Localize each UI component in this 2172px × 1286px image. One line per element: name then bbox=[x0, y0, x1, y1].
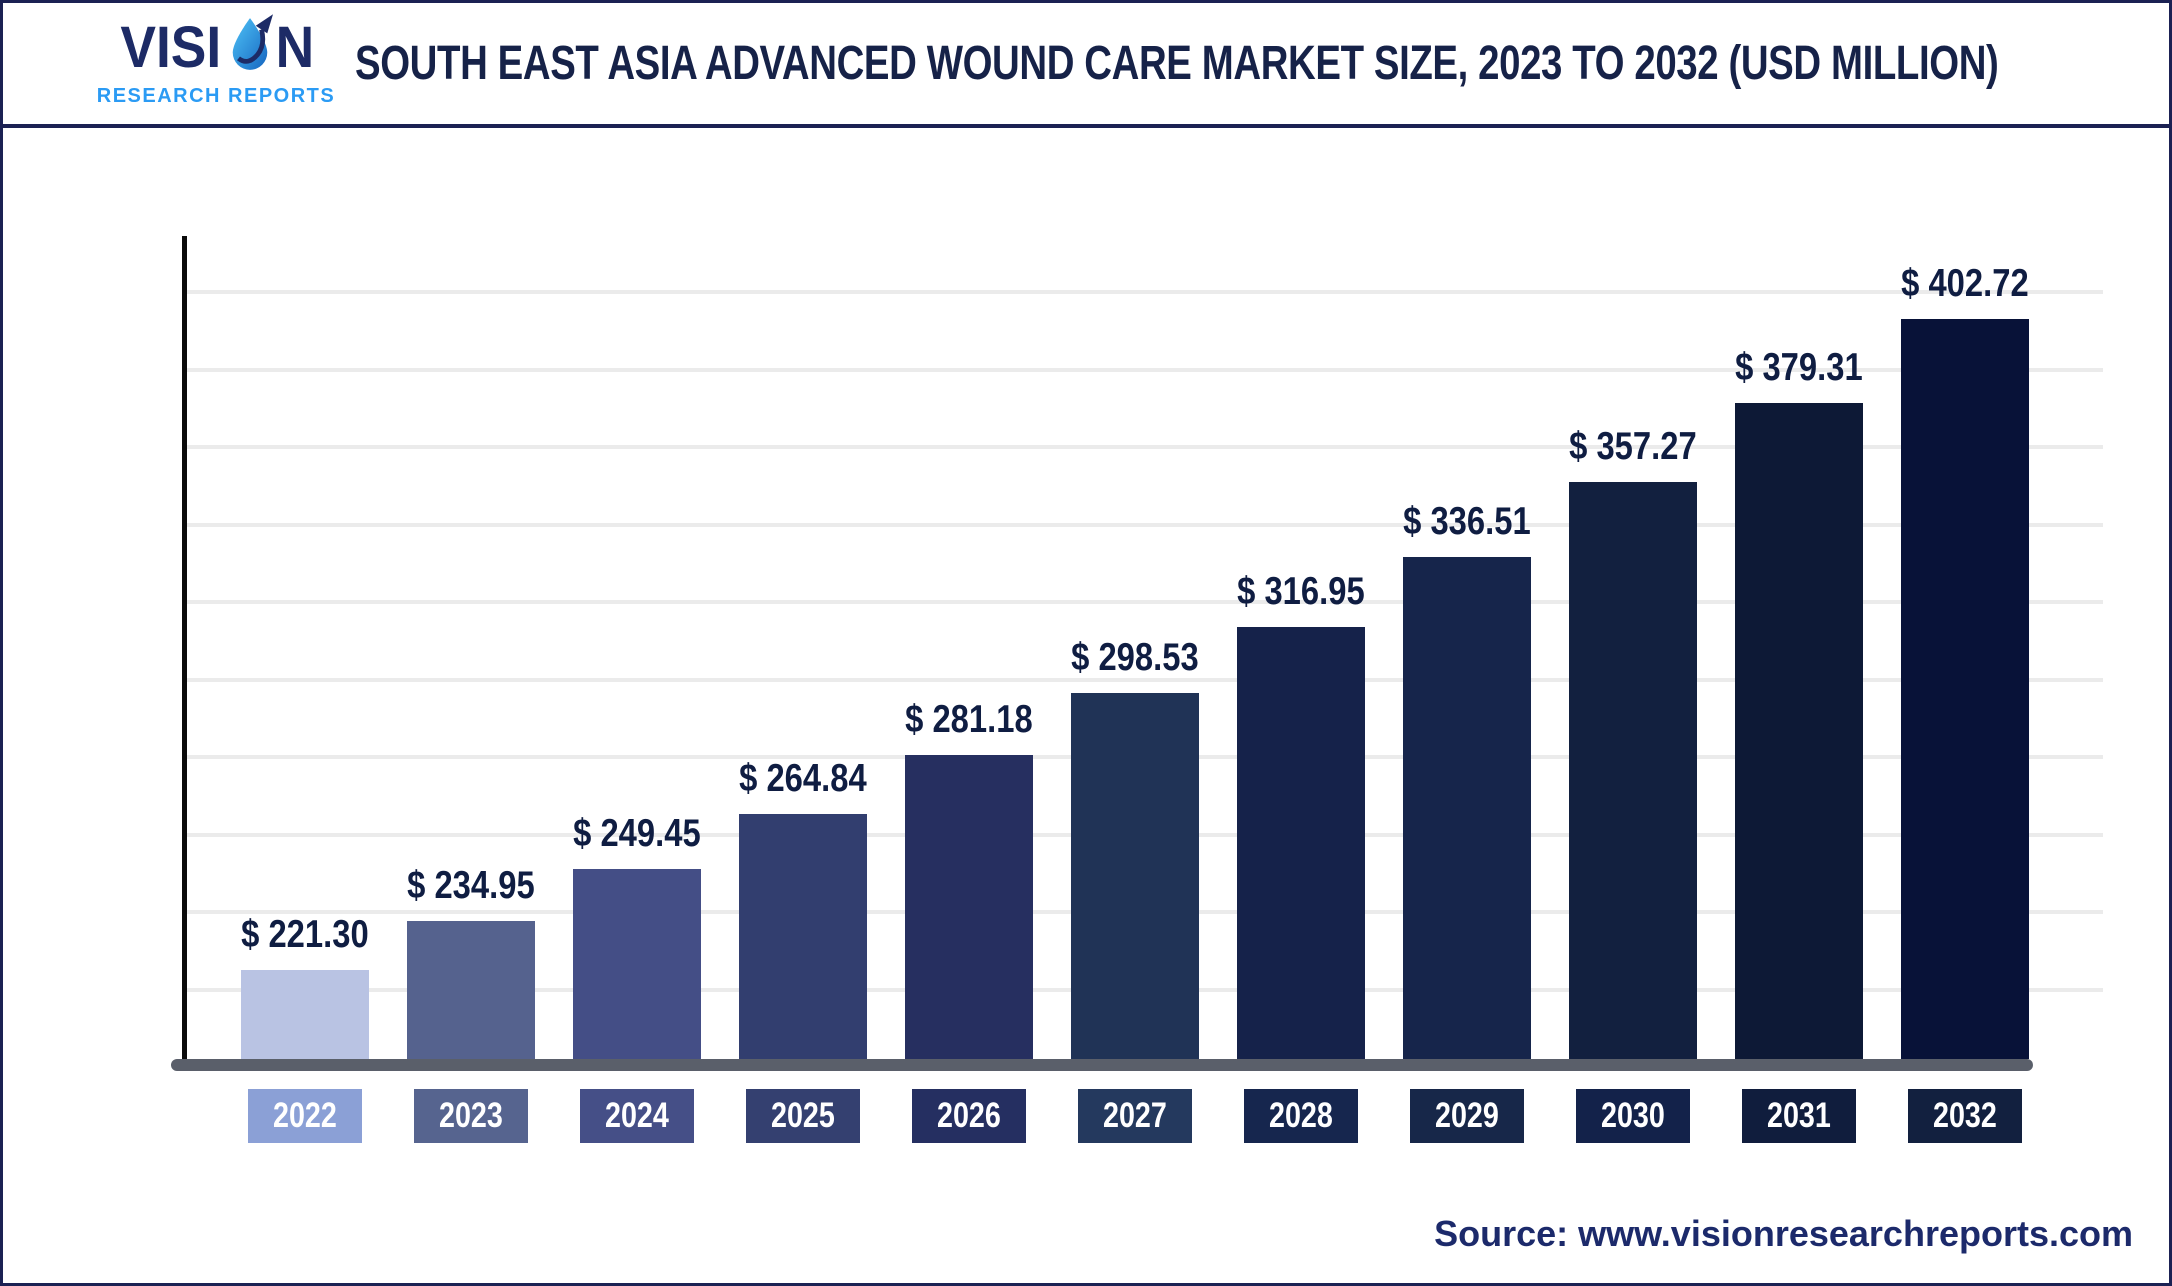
year-box-2032: 2032 bbox=[1908, 1089, 2022, 1143]
year-label: 2031 bbox=[1767, 1096, 1831, 1135]
gridline bbox=[186, 677, 2103, 682]
value-label-text: $ 249.45 bbox=[573, 812, 701, 855]
value-label-2030: $ 357.27 bbox=[1503, 425, 1763, 469]
year-label: 2028 bbox=[1269, 1096, 1333, 1135]
value-label-text: $ 281.18 bbox=[905, 698, 1033, 741]
year-box-2030: 2030 bbox=[1576, 1089, 1690, 1143]
vision-drop-icon bbox=[232, 14, 273, 70]
value-label-2026: $ 281.18 bbox=[839, 698, 1099, 742]
value-label-text: $ 316.95 bbox=[1237, 570, 1365, 613]
bar-2023 bbox=[407, 921, 535, 1059]
year-box-2025: 2025 bbox=[746, 1089, 860, 1143]
year-label: 2023 bbox=[439, 1096, 503, 1135]
year-label: 2024 bbox=[605, 1096, 669, 1135]
y-axis-line bbox=[182, 236, 187, 1064]
year-label: 2032 bbox=[1933, 1096, 1997, 1135]
year-box-2027: 2027 bbox=[1078, 1089, 1192, 1143]
value-label-text: $ 402.72 bbox=[1901, 262, 2029, 305]
year-box-2026: 2026 bbox=[912, 1089, 1026, 1143]
bar-2032 bbox=[1901, 319, 2029, 1059]
year-label: 2025 bbox=[771, 1096, 835, 1135]
vision-logo-word: VISI N bbox=[91, 11, 341, 83]
year-label: 2027 bbox=[1103, 1096, 1167, 1135]
value-label-text: $ 264.84 bbox=[739, 757, 867, 800]
bar-2025 bbox=[739, 814, 867, 1059]
logo-subtitle: RESEARCH REPORTS bbox=[96, 85, 336, 107]
header: VISI N RESEARCH REPORTS SOUTH EAST bbox=[3, 3, 2169, 128]
x-axis-baseline bbox=[171, 1059, 2033, 1071]
value-label-2029: $ 336.51 bbox=[1337, 500, 1597, 544]
vision-logo: VISI N RESEARCH REPORTS bbox=[91, 11, 341, 108]
value-label-2024: $ 249.45 bbox=[507, 812, 767, 856]
year-box-2031: 2031 bbox=[1742, 1089, 1856, 1143]
value-label-2032: $ 402.72 bbox=[1835, 262, 2095, 306]
bar-2028 bbox=[1237, 627, 1365, 1059]
value-label-text: $ 221.30 bbox=[241, 913, 369, 956]
value-label-2022: $ 221.30 bbox=[175, 913, 435, 957]
year-box-2022: 2022 bbox=[248, 1089, 362, 1143]
year-label: 2030 bbox=[1601, 1096, 1665, 1135]
year-label: 2022 bbox=[273, 1096, 337, 1135]
value-label-2031: $ 379.31 bbox=[1669, 346, 1929, 390]
value-label-2025: $ 264.84 bbox=[673, 757, 933, 801]
gridline bbox=[186, 290, 2103, 294]
bar-2027 bbox=[1071, 693, 1199, 1059]
bar-2026 bbox=[905, 755, 1033, 1059]
bar-2024 bbox=[573, 869, 701, 1059]
year-box-2023: 2023 bbox=[414, 1089, 528, 1143]
gridline bbox=[186, 600, 2103, 604]
bar-2022 bbox=[241, 970, 369, 1059]
value-label-2023: $ 234.95 bbox=[341, 864, 601, 908]
gridline bbox=[186, 522, 2103, 527]
value-label-2027: $ 298.53 bbox=[1005, 636, 1265, 680]
value-label-text: $ 234.95 bbox=[407, 864, 535, 907]
value-label-2028: $ 316.95 bbox=[1171, 570, 1431, 614]
source-text: Source: www.visionresearchreports.com bbox=[1434, 1213, 2133, 1254]
year-label: 2029 bbox=[1435, 1096, 1499, 1135]
gridline bbox=[186, 445, 2103, 449]
page-title: SOUTH EAST ASIA ADVANCED WOUND CARE MARK… bbox=[355, 3, 2169, 124]
logo-text-end: N bbox=[275, 14, 315, 80]
logo-text-start: VISI bbox=[120, 14, 222, 80]
year-box-2029: 2029 bbox=[1410, 1089, 1524, 1143]
page-title-text: SOUTH EAST ASIA ADVANCED WOUND CARE MARK… bbox=[355, 37, 1999, 90]
value-label-text: $ 379.31 bbox=[1735, 346, 1863, 389]
value-label-text: $ 298.53 bbox=[1071, 636, 1199, 679]
bar-2030 bbox=[1569, 482, 1697, 1059]
bar-2029 bbox=[1403, 557, 1531, 1059]
year-box-2028: 2028 bbox=[1244, 1089, 1358, 1143]
value-label-text: $ 357.27 bbox=[1569, 425, 1697, 468]
bar-2031 bbox=[1735, 403, 1863, 1059]
gridline bbox=[186, 367, 2103, 372]
year-label: 2026 bbox=[937, 1096, 1001, 1135]
value-label-text: $ 336.51 bbox=[1403, 500, 1531, 543]
year-box-2024: 2024 bbox=[580, 1089, 694, 1143]
